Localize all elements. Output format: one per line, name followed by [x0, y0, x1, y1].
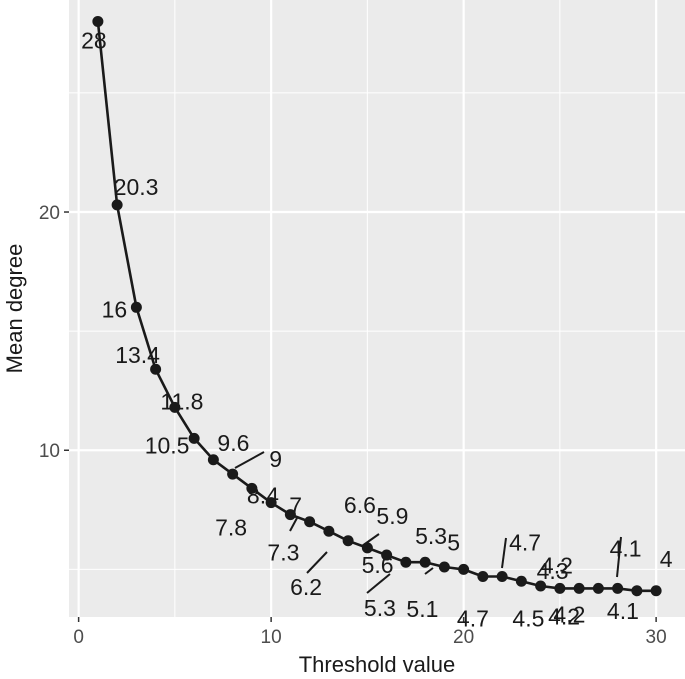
data-label: 7.3 — [267, 540, 299, 566]
data-point — [207, 454, 219, 466]
data-point — [265, 497, 277, 509]
data-label: 28 — [81, 27, 107, 53]
data-point — [612, 582, 624, 594]
data-label: 4.2 — [548, 603, 580, 629]
data-point — [458, 563, 470, 575]
data-label: 6.2 — [290, 574, 322, 600]
data-label: 5.9 — [376, 503, 408, 529]
x-tick-label: 10 — [261, 627, 282, 648]
plot-panel — [69, 0, 685, 617]
data-labels-group: 28 20.3 16 13.411.8 10.5 9.6 9 8.47.8 7.3 7 6.6 6.2… — [81, 27, 673, 631]
data-label: 4 — [660, 546, 673, 572]
label-leader-line — [289, 517, 298, 532]
data-label: 8.4 — [247, 482, 279, 508]
label-leader-line — [234, 451, 265, 469]
label-leader-line — [361, 533, 380, 547]
data-label: 4.2 — [553, 601, 585, 627]
data-point — [438, 561, 450, 573]
data-point — [592, 582, 604, 594]
data-point — [477, 571, 489, 583]
data-point — [246, 482, 258, 494]
x-axis-title: Threshold value — [299, 652, 456, 677]
data-label: 5.3 — [364, 595, 396, 621]
label-leader-line — [616, 536, 622, 578]
data-label: 5.3 — [415, 523, 447, 549]
data-point — [419, 556, 431, 568]
data-point — [496, 571, 508, 583]
x-tick-label: 30 — [646, 627, 667, 648]
data-point — [227, 468, 239, 480]
data-label: 13.4 — [115, 342, 160, 368]
data-point — [650, 585, 662, 597]
data-point — [92, 15, 104, 27]
data-label: 11.8 — [160, 388, 203, 414]
data-label: 5.6 — [362, 552, 394, 578]
data-label: 4.2 — [541, 552, 573, 578]
data-label: 9.6 — [217, 430, 249, 456]
data-label: 4.1 — [610, 535, 642, 561]
data-label: 6.6 — [344, 492, 376, 518]
y-tick-label: 10 — [39, 441, 60, 462]
data-point — [381, 549, 393, 561]
data-point — [342, 535, 354, 547]
data-label: 5 — [447, 529, 460, 555]
data-label: 10.5 — [145, 432, 190, 458]
data-point — [111, 199, 123, 211]
data-point — [400, 556, 412, 568]
data-point — [323, 525, 335, 537]
data-point — [150, 363, 162, 375]
y-axis-title: Mean degree — [2, 244, 27, 374]
label-leader-line — [306, 551, 328, 574]
data-point — [573, 582, 585, 594]
label-leader-line — [501, 537, 507, 569]
major-gridlines — [69, 0, 685, 617]
data-label: 9 — [269, 446, 282, 472]
data-point — [535, 580, 547, 592]
label-leader-line — [366, 573, 391, 594]
data-point — [304, 516, 316, 528]
data-label: 4.7 — [457, 606, 489, 632]
data-point — [169, 401, 181, 413]
label-leader-lines — [234, 451, 622, 594]
data-point — [631, 585, 643, 597]
data-label: 4.7 — [509, 530, 541, 556]
data-label: 7.8 — [215, 515, 247, 541]
x-tick-label: 20 — [453, 627, 474, 648]
data-label: 7 — [289, 493, 302, 519]
y-tick-label: 20 — [39, 203, 60, 224]
data-point — [130, 301, 142, 313]
data-point — [515, 575, 527, 587]
data-label: 4.3 — [537, 558, 569, 584]
data-label: 5.1 — [406, 596, 438, 622]
data-point — [188, 432, 200, 444]
data-label: 4.1 — [607, 598, 639, 624]
x-tick-label: 0 — [73, 627, 84, 648]
points-group — [92, 15, 662, 597]
data-label: 20.3 — [114, 174, 159, 200]
axis-ticks: 0 10 20 30 10 20 — [39, 203, 667, 648]
label-leader-line — [424, 567, 434, 575]
data-point — [554, 582, 566, 594]
data-label: 16 — [102, 296, 128, 322]
data-label: 4.5 — [512, 605, 544, 631]
data-point — [284, 509, 296, 521]
minor-gridlines — [69, 0, 685, 617]
